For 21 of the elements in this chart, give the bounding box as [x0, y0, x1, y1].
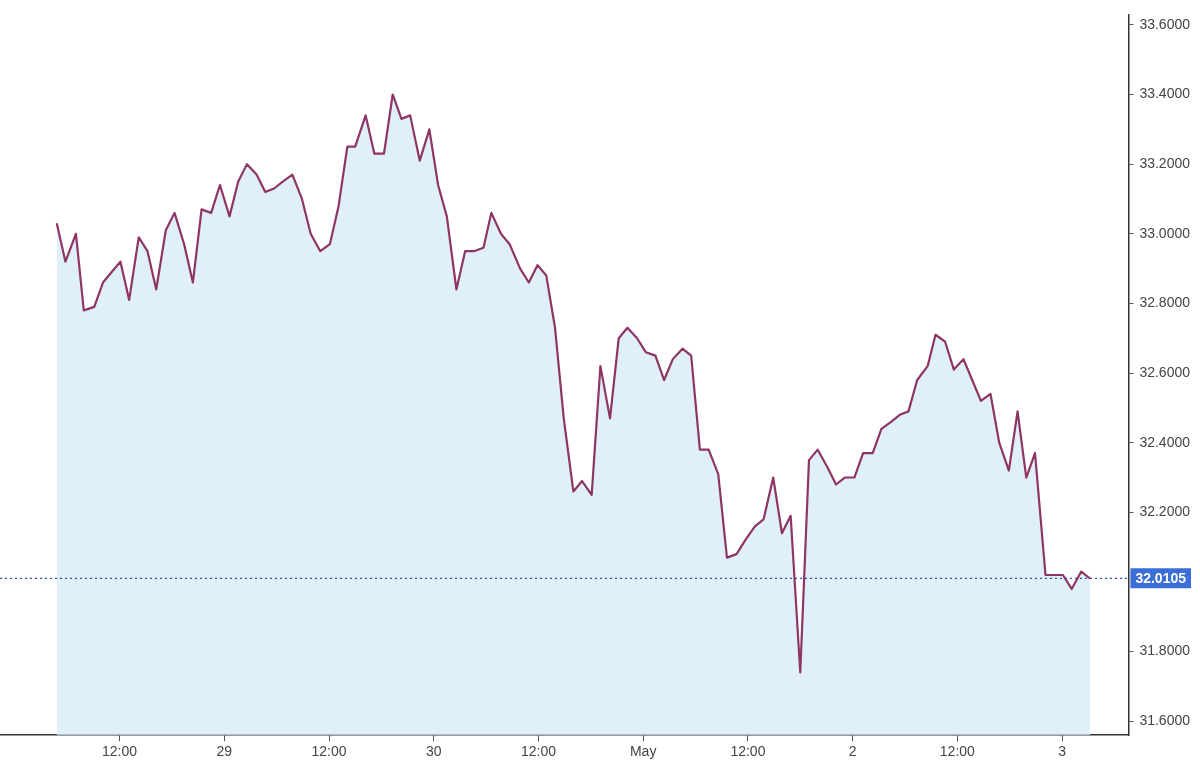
x-tick-label: 12:00 — [939, 743, 976, 760]
x-tick-label: 30 — [425, 743, 442, 760]
ref-line-label: 32.0105 — [1135, 570, 1187, 587]
x-tick-label: 12:00 — [102, 743, 138, 760]
y-tick-label: 33.4000 — [1139, 85, 1191, 102]
x-tick-label: May — [629, 743, 657, 760]
y-tick-label: 31.6000 — [1139, 712, 1191, 729]
y-tick-label: 33.2000 — [1139, 154, 1191, 171]
x-tick-label: 12:00 — [311, 743, 347, 760]
x-tick-label: 29 — [216, 743, 233, 760]
y-tick-label: 33.0000 — [1139, 224, 1191, 241]
x-tick-label: 2 — [848, 743, 857, 760]
y-tick-label: 32.6000 — [1139, 363, 1191, 380]
y-tick-label: 32.4000 — [1139, 433, 1191, 450]
x-tick-label: 12:00 — [520, 743, 557, 760]
x-tick-label: 3 — [1058, 743, 1067, 760]
y-tick-label: 32.8000 — [1139, 294, 1191, 311]
y-tick-label: 32.2000 — [1139, 503, 1191, 520]
x-tick-label: 12:00 — [730, 743, 766, 760]
y-tick-label: 31.8000 — [1139, 642, 1191, 659]
y-tick-label: 33.6000 — [1139, 15, 1191, 32]
